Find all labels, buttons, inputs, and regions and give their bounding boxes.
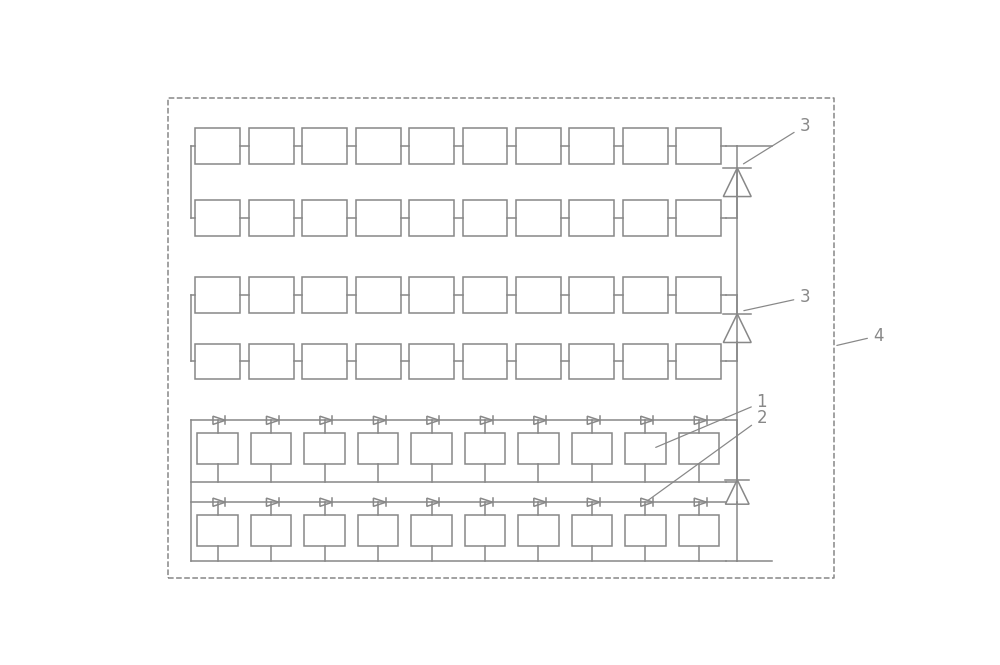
- Bar: [356, 200, 401, 236]
- Text: 1: 1: [656, 394, 767, 448]
- Bar: [623, 128, 668, 164]
- Bar: [572, 433, 612, 464]
- Bar: [249, 277, 294, 313]
- Text: 3: 3: [743, 117, 810, 164]
- Bar: [249, 200, 294, 236]
- Bar: [623, 344, 668, 379]
- Bar: [569, 200, 614, 236]
- Bar: [679, 433, 719, 464]
- Bar: [409, 128, 454, 164]
- Bar: [676, 200, 721, 236]
- Bar: [516, 277, 561, 313]
- Bar: [358, 433, 398, 464]
- Bar: [356, 277, 401, 313]
- Bar: [356, 128, 401, 164]
- Bar: [356, 344, 401, 379]
- Bar: [411, 433, 452, 464]
- Bar: [516, 128, 561, 164]
- Bar: [572, 515, 612, 546]
- Bar: [463, 200, 507, 236]
- Bar: [409, 277, 454, 313]
- Bar: [195, 344, 240, 379]
- Bar: [249, 128, 294, 164]
- Bar: [304, 433, 345, 464]
- Bar: [409, 200, 454, 236]
- Bar: [304, 515, 345, 546]
- Bar: [358, 515, 398, 546]
- Bar: [195, 277, 240, 313]
- Bar: [569, 277, 614, 313]
- Bar: [463, 277, 507, 313]
- Bar: [251, 433, 291, 464]
- Bar: [197, 515, 238, 546]
- Bar: [518, 433, 559, 464]
- Bar: [195, 200, 240, 236]
- Bar: [465, 515, 505, 546]
- Bar: [409, 344, 454, 379]
- Bar: [302, 277, 347, 313]
- Bar: [518, 515, 559, 546]
- Bar: [463, 128, 507, 164]
- Bar: [679, 515, 719, 546]
- Bar: [623, 200, 668, 236]
- Bar: [302, 344, 347, 379]
- Bar: [676, 277, 721, 313]
- Bar: [676, 344, 721, 379]
- Bar: [251, 515, 291, 546]
- Bar: [465, 433, 505, 464]
- Bar: [302, 128, 347, 164]
- Bar: [625, 515, 666, 546]
- Bar: [195, 128, 240, 164]
- Bar: [569, 128, 614, 164]
- Bar: [569, 344, 614, 379]
- Bar: [676, 128, 721, 164]
- Bar: [516, 344, 561, 379]
- Text: 2: 2: [648, 409, 767, 501]
- Bar: [249, 344, 294, 379]
- Bar: [411, 515, 452, 546]
- Bar: [302, 200, 347, 236]
- Text: 3: 3: [744, 289, 810, 311]
- Bar: [463, 344, 507, 379]
- Bar: [623, 277, 668, 313]
- Text: 4: 4: [837, 327, 883, 345]
- Bar: [516, 200, 561, 236]
- Bar: [197, 433, 238, 464]
- Bar: [625, 433, 666, 464]
